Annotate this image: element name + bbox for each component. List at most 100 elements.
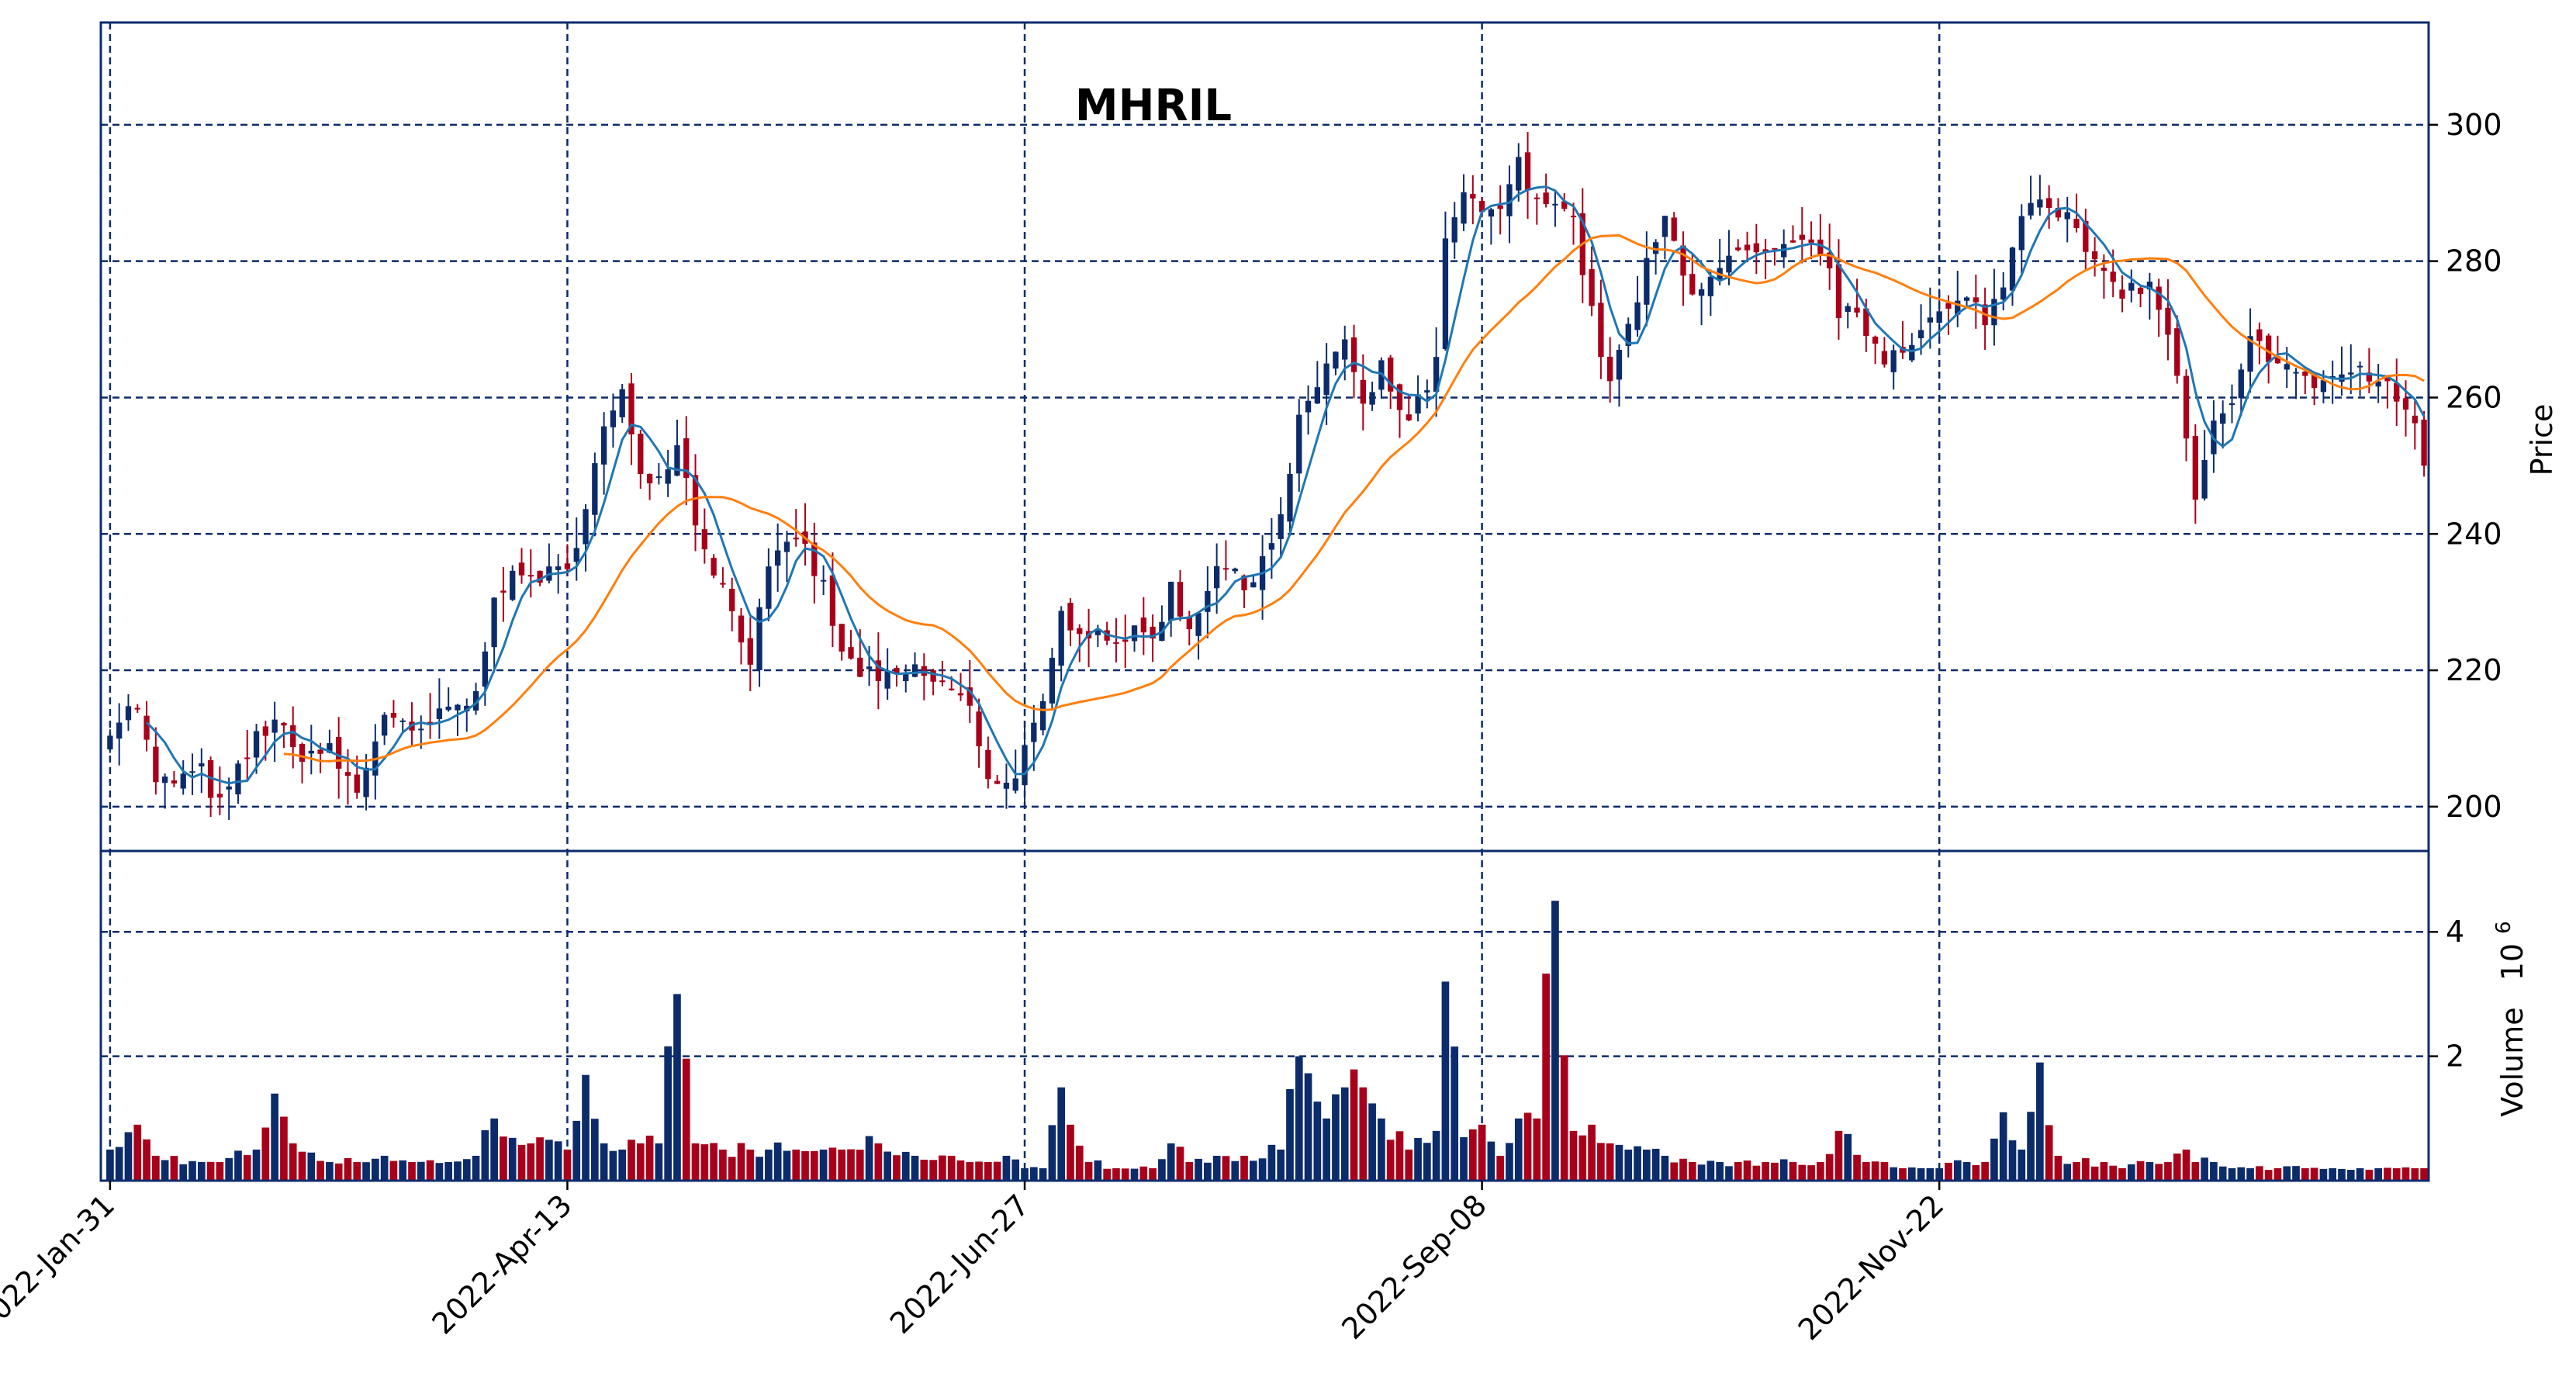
candle-body [1478, 201, 1485, 213]
candle-body [1561, 201, 1568, 209]
volume-bar [115, 1147, 123, 1181]
volume-bar [1890, 1167, 1898, 1181]
volume-bar [1029, 1167, 1038, 1181]
candle-body [171, 780, 178, 783]
candle-body [2265, 335, 2272, 362]
candle-body [2083, 221, 2089, 252]
volume-bar [2155, 1164, 2163, 1181]
volume-bar [2054, 1155, 2063, 1181]
candle-body [500, 590, 507, 593]
candle-body [445, 706, 451, 711]
volume-bar [1414, 1137, 1422, 1181]
volume-bar [746, 1149, 755, 1181]
volume-bar [2073, 1161, 2080, 1181]
candle-body [418, 728, 424, 731]
volume-bar [2246, 1167, 2254, 1181]
candle-body [1150, 626, 1156, 639]
candle-body [1726, 255, 1732, 273]
volume-bar [170, 1156, 178, 1181]
volume-bar [1981, 1161, 1989, 1181]
candle-body [1543, 192, 1549, 204]
candle-body [1470, 194, 1476, 199]
candle-body [354, 774, 360, 793]
volume-bar [2256, 1166, 2263, 1181]
candle-body [2293, 372, 2299, 374]
candle-body [527, 575, 534, 577]
candle-body [308, 750, 314, 754]
candle-body [729, 589, 735, 611]
candle-body [911, 664, 918, 677]
candle-body [1917, 330, 1924, 339]
volume-bar [865, 1136, 873, 1181]
price-tick-label: 280 [2446, 244, 2502, 278]
candle-body [756, 607, 762, 670]
volume-bar [462, 1159, 471, 1181]
volume-bar [2346, 1170, 2355, 1181]
volume-bar [2237, 1167, 2246, 1181]
candle-body [1268, 543, 1275, 550]
candle-body [994, 780, 1001, 784]
candle-body [1122, 639, 1129, 642]
volume-bar [1734, 1161, 1742, 1181]
volume-bar [1460, 1136, 1468, 1181]
volume-bar [316, 1161, 324, 1181]
candle-body [1094, 629, 1101, 635]
candle-body [1287, 473, 1293, 522]
volume-bar [893, 1155, 901, 1181]
candle-body [985, 749, 991, 780]
volume-bar [2081, 1158, 2090, 1181]
candle-body [1131, 625, 1138, 642]
candle-body [1213, 566, 1220, 589]
candle-body [1955, 300, 1961, 315]
volume-bar [966, 1161, 974, 1181]
candle-body [1241, 575, 1247, 591]
volume-bar [929, 1160, 937, 1181]
candle-body [1835, 264, 1842, 319]
volume-bar [454, 1161, 462, 1181]
volume-bar [2392, 1167, 2401, 1181]
volume-bar [1817, 1161, 1824, 1181]
candle-body [2192, 436, 2198, 500]
candle-body [262, 726, 269, 736]
candle-body [1936, 311, 1942, 323]
candle-body [1707, 276, 1714, 296]
volume-bar [1533, 1118, 1541, 1181]
volume-bar [1917, 1167, 1925, 1181]
candle-body [976, 711, 982, 747]
volume-bar [1926, 1167, 1935, 1181]
volume-bar [353, 1161, 361, 1181]
candle-body [180, 773, 186, 789]
volume-bar [1185, 1161, 1194, 1181]
volume-bar [380, 1155, 389, 1181]
volume-bar [1103, 1168, 1111, 1181]
candle-body [646, 473, 653, 484]
candle-body [766, 566, 772, 609]
volume-bar [1176, 1147, 1184, 1181]
candle-body [327, 743, 333, 753]
price-tick-label: 240 [2446, 517, 2502, 551]
candle-body [1927, 317, 1934, 323]
candle-body [199, 763, 205, 767]
candle-body [1789, 240, 1796, 243]
candle-body [1890, 350, 1897, 372]
volume-bar [1588, 1124, 1596, 1181]
volume-bar [1762, 1161, 1769, 1181]
volume-bar [1725, 1166, 1733, 1181]
volume-bar [1249, 1161, 1257, 1181]
volume-bar [289, 1143, 297, 1181]
candle-body [1533, 197, 1540, 199]
candle-body [1506, 184, 1513, 216]
volume-bar [1451, 1046, 1459, 1181]
candle-body [2009, 247, 2016, 291]
volume-bar [1139, 1166, 1148, 1181]
volume-bar [1615, 1144, 1623, 1181]
candle-body [1963, 297, 1970, 301]
volume-bar [838, 1149, 846, 1181]
candle-body [2220, 413, 2226, 424]
volume-bar [591, 1119, 599, 1181]
candle-body [894, 668, 900, 674]
volume-bar [765, 1149, 773, 1181]
volume-bar [710, 1143, 717, 1181]
volume-bar [939, 1155, 946, 1181]
